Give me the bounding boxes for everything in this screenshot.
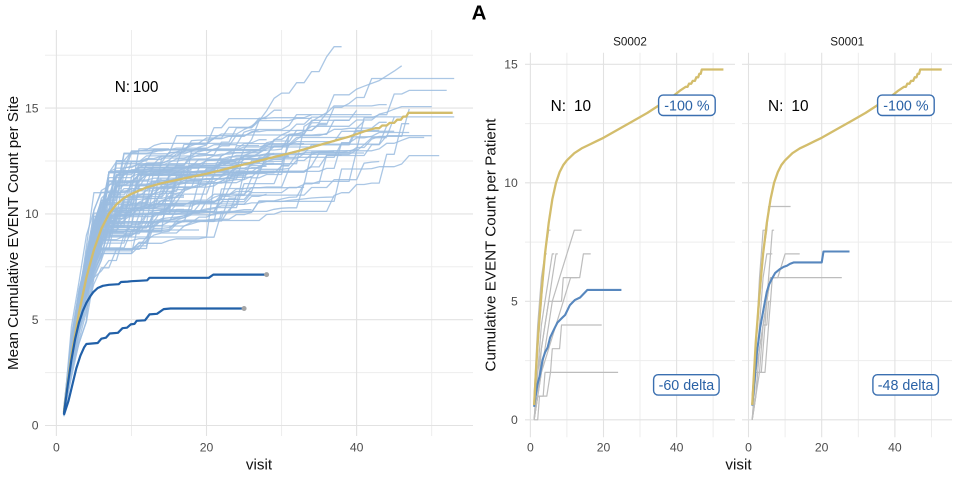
svg-text:0: 0 — [511, 413, 518, 427]
svg-text:visit: visit — [246, 457, 273, 474]
svg-text:10: 10 — [25, 207, 39, 221]
svg-text:40: 40 — [670, 441, 684, 455]
svg-text:-100 %: -100 % — [883, 98, 929, 114]
svg-text:N:: N: — [768, 98, 783, 115]
svg-text:N:: N: — [115, 79, 130, 96]
svg-text:Mean Cumulative EVENT Count pe: Mean Cumulative EVENT Count per Site — [5, 96, 22, 370]
svg-text:20: 20 — [200, 441, 214, 455]
svg-text:-48 delta: -48 delta — [878, 378, 934, 394]
svg-text:10: 10 — [791, 98, 808, 115]
svg-text:20: 20 — [597, 441, 611, 455]
svg-text:5: 5 — [511, 295, 518, 309]
svg-text:15: 15 — [504, 58, 518, 72]
svg-text:0: 0 — [32, 419, 39, 433]
svg-text:100: 100 — [133, 79, 159, 96]
svg-text:visit: visit — [725, 457, 752, 474]
svg-text:20: 20 — [815, 441, 829, 455]
svg-text:5: 5 — [32, 313, 39, 327]
svg-text:S0001: S0001 — [830, 36, 864, 49]
svg-text:10: 10 — [574, 98, 591, 115]
svg-text:S0002: S0002 — [613, 36, 647, 49]
svg-text:N:: N: — [551, 98, 566, 115]
svg-text:-100 %: -100 % — [664, 98, 710, 114]
svg-text:0: 0 — [53, 441, 60, 455]
svg-text:10: 10 — [504, 176, 518, 190]
svg-text:A: A — [472, 1, 487, 24]
svg-text:-60 delta: -60 delta — [659, 378, 715, 394]
svg-text:40: 40 — [888, 441, 902, 455]
svg-text:15: 15 — [25, 101, 39, 115]
svg-text:0: 0 — [527, 441, 534, 455]
svg-text:0: 0 — [745, 441, 752, 455]
svg-text:40: 40 — [350, 441, 364, 455]
svg-text:Cumulative EVENT Count per Pat: Cumulative EVENT Count per Patient — [483, 118, 500, 372]
